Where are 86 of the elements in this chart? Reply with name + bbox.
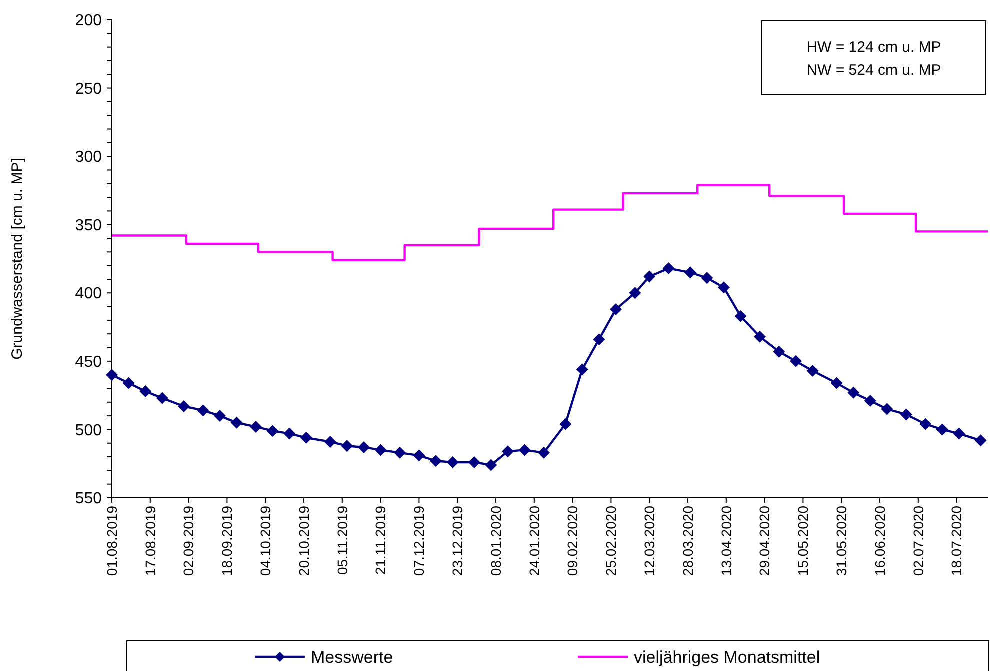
point [538,446,550,459]
point [974,434,987,447]
point [900,408,912,421]
point [197,404,210,417]
point [848,386,860,399]
point [502,446,514,458]
x-tick-label: 16.06.2020 [872,506,888,576]
y-tick-label: 200 [75,12,102,30]
x-tick-label: 29.04.2020 [756,506,773,576]
x-tick-label: 09.02.2020 [564,506,581,576]
point [864,395,876,408]
x-tick-label: 18.07.2020 [948,506,965,576]
y-tick-label: 550 [75,490,102,508]
point [644,270,656,283]
x-tick-label: 28.03.2020 [680,506,696,576]
x-tick-label: 31.05.2020 [834,506,850,576]
point [629,287,642,300]
x-tick-label: 04.10.2019 [258,506,274,576]
point [920,418,932,430]
x-tick-label: 18.09.2019 [219,506,236,576]
annotation: NW = 524 cm u. MP [806,62,942,79]
y-tick-label: 500 [75,422,102,440]
point [266,425,279,438]
x-tick-label: 23.12.2019 [450,506,466,576]
point [662,262,675,275]
point [701,272,714,284]
point [936,424,948,436]
point [718,282,730,294]
point [485,459,498,472]
point [790,355,802,368]
point [881,403,894,416]
y-tick-label: 450 [75,354,102,372]
point [446,456,459,468]
point [284,428,296,440]
point [953,428,966,440]
point [156,392,168,404]
note-box: HW = 124 cm u. MP NW = 524 cm u. MP [762,20,986,96]
point [830,377,843,390]
x-tick-label: 05.11.2019 [334,506,350,576]
point [560,418,572,430]
point [122,377,135,390]
point [178,400,190,412]
point [324,436,336,448]
x-tick-label: 12.03.2020 [642,506,658,576]
x-tick-label: 20.10.2019 [296,506,312,576]
x-tick-label: 13.04.2020 [718,506,734,576]
point [300,432,312,444]
point [518,444,531,456]
y-tick-label: 250 [75,80,102,98]
y-tick-label: 350 [75,217,102,234]
x-tick-label: 17.08.2019 [142,506,158,576]
point [230,416,243,429]
y-tick-label: 300 [75,149,102,166]
point [374,444,387,456]
point [593,334,606,346]
point [576,364,588,376]
y-tick-label: 400 [75,286,102,303]
point [754,330,766,343]
x-tick-label: 15.05.2020 [795,506,812,576]
point [468,456,480,468]
point [734,310,747,322]
point [394,446,406,459]
legend-label: Messwerte [311,648,394,667]
x-tick-label: 24.01.2020 [526,506,542,576]
point [413,450,426,462]
x-tick-label: 02.07.2020 [910,506,926,576]
annotation: HW = 124 cm u. MP [806,39,942,56]
point [106,369,118,382]
x-tick-label: 21.11.2019 [372,506,389,576]
point [610,304,622,316]
point [250,420,262,433]
point [806,364,819,377]
x-tick-label: 02.09.2019 [180,506,197,576]
x-tick-label: 01.08.2019 [104,506,120,576]
point [773,346,786,358]
x-tick-label: 07.12.2019 [411,506,428,576]
x-tick-label: 08.01.2020 [488,506,504,576]
point [140,385,152,398]
x-tick-label: 25.02.2020 [603,506,620,576]
point [358,441,370,454]
point [430,455,442,468]
legend-label: vieljähriges Monatsmittel [634,648,820,667]
point [214,410,226,422]
point [684,266,696,279]
y-axis-title: Grundwasserstand [cm u. MP] [9,158,26,360]
point [341,440,354,452]
